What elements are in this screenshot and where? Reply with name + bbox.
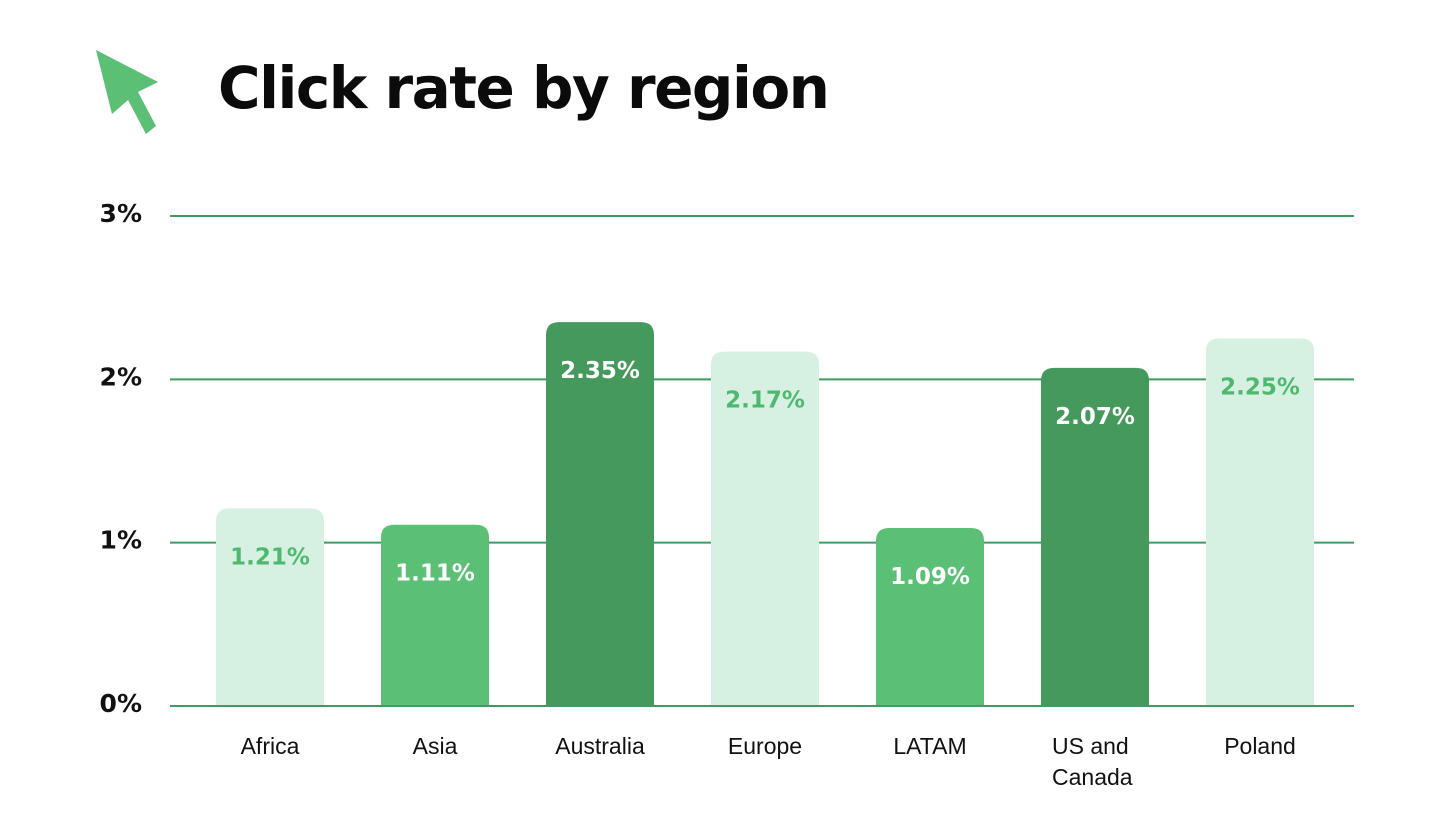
bar — [546, 322, 654, 706]
page-title: Click rate by region — [218, 54, 830, 122]
x-tick-label: LATAM — [893, 733, 966, 759]
data-label: 2.07% — [1055, 404, 1135, 430]
bar — [1206, 338, 1314, 706]
y-tick-label: 1% — [100, 526, 142, 555]
x-tick-label: Asia — [413, 733, 458, 759]
x-tick-label: US and — [1052, 733, 1129, 759]
data-label: 1.11% — [395, 561, 475, 587]
x-tick-label: Africa — [241, 733, 300, 759]
labels: 0% 1% 2% 3% 1.21% Africa 1.11% Asia 2.35% Austral… — [100, 199, 1354, 790]
bars — [216, 322, 1314, 706]
y-tick-label: 0% — [100, 689, 142, 718]
x-tick-label: Europe — [728, 733, 802, 759]
bar — [711, 351, 819, 706]
data-label: 2.17% — [725, 388, 805, 414]
x-tick-label: Poland — [1224, 733, 1296, 759]
data-label: 1.09% — [890, 564, 970, 590]
data-label: 2.25% — [1220, 375, 1300, 401]
bar — [1041, 367, 1149, 706]
data-label: 1.21% — [230, 544, 310, 570]
bar — [876, 527, 984, 706]
data-label: 2.35% — [560, 358, 640, 384]
y-tick-label: 3% — [100, 199, 142, 228]
x-tick-label: Canada — [1052, 764, 1133, 790]
bar — [216, 508, 324, 706]
cursor-arrow-icon — [96, 50, 158, 134]
y-tick-label: 2% — [100, 362, 142, 391]
x-tick-label: Australia — [555, 733, 645, 759]
bar — [381, 524, 489, 706]
